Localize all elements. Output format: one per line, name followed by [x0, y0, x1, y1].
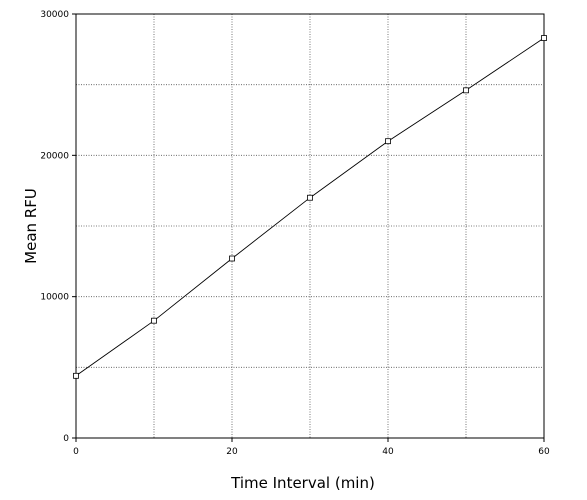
data-point	[151, 317, 157, 324]
y-tick-label: 20000	[40, 151, 69, 161]
data-point	[385, 138, 391, 145]
y-tick-label: 10000	[40, 293, 69, 303]
data-point	[463, 87, 469, 94]
x-tick-label: 60	[538, 447, 550, 457]
data-point	[307, 194, 313, 201]
data-point	[541, 35, 547, 41]
y-tick-label: 0	[63, 434, 69, 444]
data-point	[229, 255, 235, 262]
y-tick-label: 30000	[40, 10, 69, 20]
x-tick-label: 20	[226, 447, 238, 457]
series	[73, 35, 547, 379]
y-axis-title: Mean RFU	[22, 188, 40, 264]
data-point	[73, 372, 79, 379]
x-tick-label: 40	[382, 447, 394, 457]
plot-area	[75, 13, 545, 439]
x-tick-label: 0	[73, 447, 79, 457]
tick-labels: 0 20 40 60 0 10000 20000 30000	[40, 10, 550, 457]
grid	[76, 14, 544, 438]
x-axis-title: Time Interval (min)	[230, 474, 375, 492]
